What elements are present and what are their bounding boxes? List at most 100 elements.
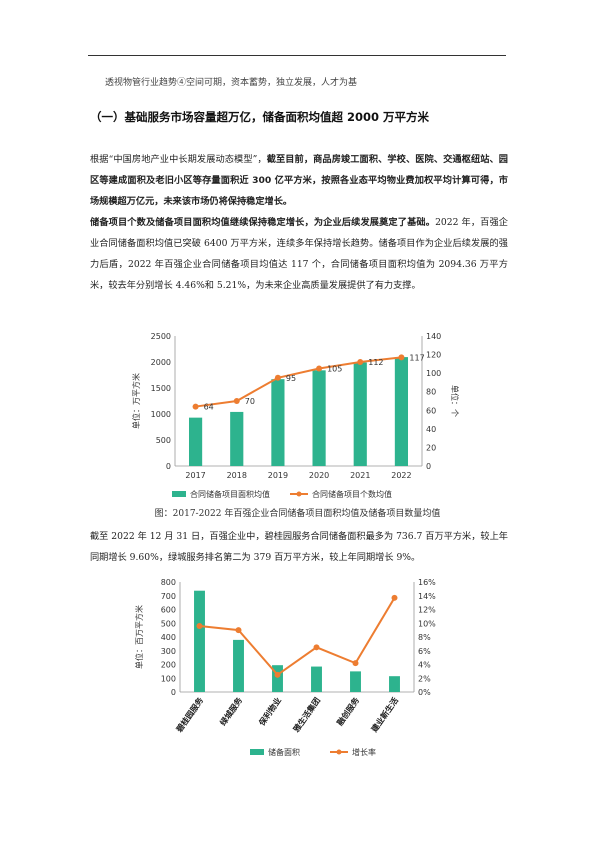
line-point <box>357 359 364 365</box>
legend-line-marker <box>296 491 302 497</box>
data-label: 105 <box>327 365 342 374</box>
y-tick-label: 800 <box>161 578 176 587</box>
chart-reserve-area-count: 0 500 1000 1500 2000 2500 0 20 40 60 80 100 120 140 64… <box>131 332 460 499</box>
legend-line-label: 增长率 <box>352 747 376 757</box>
x-tick-label: 雅生活集团 <box>291 695 322 734</box>
header-rule <box>88 55 506 56</box>
legend-bar-label: 储备面积 <box>268 747 300 757</box>
bar <box>311 666 322 692</box>
series-line <box>199 597 396 677</box>
bar <box>272 665 283 692</box>
line-point <box>233 398 240 404</box>
line-point <box>192 403 199 410</box>
bar <box>188 417 203 466</box>
data-label: 95 <box>286 374 296 383</box>
data-label: 112 <box>368 358 383 367</box>
y2-tick-label: 60 <box>426 406 436 415</box>
y-tick-label: 2000 <box>151 358 171 367</box>
y2-tick-label: 0 <box>426 462 431 471</box>
x-tick-label: 2020 <box>309 471 329 480</box>
paragraph-market-size: 根据“中国房地产业中长期发展动态模型”，截至目前，商品房竣工面积、学校、医院、交… <box>90 149 508 212</box>
y2-tick-label: 2% <box>418 674 431 683</box>
y-tick-label: 0 <box>171 688 176 697</box>
legend-bar-label: 合同储备项目面积均值 <box>190 489 270 499</box>
data-label: 64 <box>204 403 214 412</box>
y2-tick-label: 4% <box>418 661 431 670</box>
line-point <box>313 644 320 651</box>
y-tick-label: 500 <box>161 619 176 628</box>
para1-lead: 根据“中国房地产业中长期发展动态模型”， <box>90 154 267 165</box>
y2-tick-label: 80 <box>426 388 436 397</box>
x-tick-label: 绿城服务 <box>218 695 245 728</box>
x-tick-label: 2022 <box>391 471 411 480</box>
section-heading: （一）基础服务市场容量超万亿，储备面积均值超 2000 万平方米 <box>90 110 430 124</box>
y2-tick-label: 12% <box>418 606 436 615</box>
line-point <box>352 660 359 667</box>
y-tick-label: 1000 <box>151 410 171 419</box>
para2-bold: 储备项目个数及储备项目面积均值继续保持稳定增长，为企业后续发展奠定了基础。 <box>90 217 436 228</box>
y-tick-label: 600 <box>161 606 176 615</box>
bar <box>230 411 244 466</box>
para2-text: 2022 年，百强企业合同储备面积均值已突破 6400 万平方米，连续多年保持增… <box>90 217 508 291</box>
line-point <box>398 354 405 361</box>
y-tick-label: 200 <box>161 661 176 670</box>
y2-tick-label: 20 <box>426 443 436 452</box>
x-tick-label: 2018 <box>227 471 247 480</box>
line-point <box>274 671 281 678</box>
y2-tick-label: 14% <box>418 592 436 601</box>
figure-caption-1: 图：2017-2022 年百强企业合同储备项目面积均值及储备项目数量均值 <box>154 509 441 519</box>
legend-line-label: 合同储备项目个数均值 <box>312 489 392 499</box>
y2-tick-label: 16% <box>418 578 436 587</box>
paragraph-reserve-growth: 储备项目个数及储备项目面积均值继续保持稳定增长，为企业后续发展奠定了基础。202… <box>90 212 508 296</box>
x-tick-label: 2017 <box>185 471 205 480</box>
x-tick-label: 碧桂园服务 <box>173 695 205 735</box>
bar <box>312 370 326 466</box>
legend-line-marker <box>336 749 342 755</box>
running-header: 透视物管行业趋势④空间可期，资本蓄势，独立发展，人才为基 <box>105 78 358 88</box>
bar <box>394 357 409 466</box>
x-tick-label: 2019 <box>268 471 288 480</box>
y2-tick-label: 6% <box>418 647 431 656</box>
line-point <box>196 623 203 629</box>
data-label: 117 <box>409 353 424 362</box>
y2-tick-label: 10% <box>418 619 436 628</box>
line-point <box>316 365 323 372</box>
x-tick-label: 融创服务 <box>335 695 362 728</box>
bar <box>353 362 367 466</box>
bar <box>389 676 400 692</box>
x-tick-label: 2021 <box>350 471 370 480</box>
x-tick-label: 保利物业 <box>256 695 283 728</box>
chart-company-reserve-area: 0 100 200 300 400 500 600 700 800 0% 2% 4% 6% 8% 10% 12… <box>134 578 436 757</box>
y-tick-label: 400 <box>161 633 176 642</box>
y-tick-label: 500 <box>156 436 171 445</box>
y2-tick-label: 0% <box>418 688 431 697</box>
y-tick-label: 2500 <box>151 332 171 341</box>
bar <box>350 671 361 692</box>
line-point <box>235 627 242 634</box>
y-axis-title: 单位：百万平方米 <box>134 605 144 669</box>
y-axis-title: 单位：万平方米 <box>131 373 141 429</box>
y-tick-label: 100 <box>161 674 176 683</box>
y2-axis-title: 单位：个 <box>450 385 460 417</box>
y2-tick-label: 40 <box>426 425 436 434</box>
data-label: 70 <box>245 397 255 406</box>
y-tick-label: 1500 <box>151 384 171 393</box>
y2-tick-label: 140 <box>426 332 441 341</box>
x-tick-label: 建业新生活 <box>368 695 400 734</box>
bar <box>194 590 205 692</box>
legend-bar-swatch <box>250 749 264 755</box>
line-point <box>391 594 398 601</box>
series-line <box>195 356 402 408</box>
para1-bold: 截至目前，商品房竣工面积、学校、医院、交通枢纽站、园区等建成面积及老旧小区等存量… <box>90 154 508 207</box>
y-tick-label: 700 <box>161 592 176 601</box>
paragraph-company-ranking: 截至 2022 年 12 月 31 日，百强企业中，碧桂园服务合同储备面积最多为… <box>90 531 508 563</box>
y2-tick-label: 100 <box>426 369 441 378</box>
y2-tick-label: 120 <box>426 351 441 360</box>
legend-bar-swatch <box>172 491 186 497</box>
y-tick-label: 0 <box>166 462 171 471</box>
bar <box>233 639 244 692</box>
line-point <box>274 374 281 381</box>
y2-tick-label: 8% <box>418 633 431 642</box>
bar <box>271 379 285 466</box>
y-tick-label: 300 <box>161 647 176 656</box>
